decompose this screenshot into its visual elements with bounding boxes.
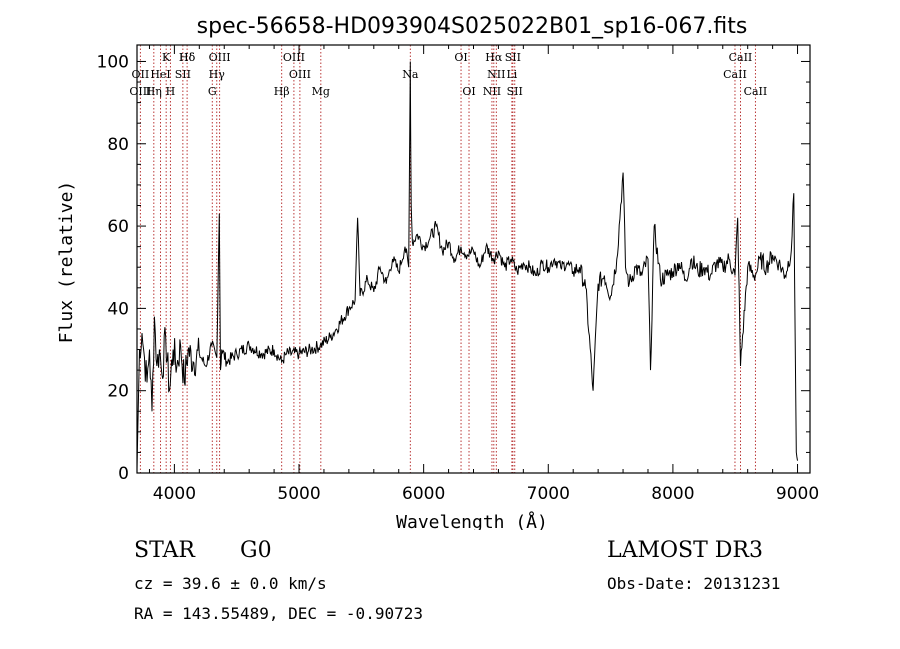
- redshift-readout: cz = 39.6 ± 0.0 km/s: [134, 574, 327, 593]
- coordinates-readout: RA = 143.55489, DEC = -0.90723: [134, 604, 423, 623]
- line-label-13: OIII: [289, 68, 311, 81]
- y-tick-label: 20: [107, 382, 129, 402]
- line-label-3: OIII: [209, 51, 231, 64]
- observation-date: Obs-Date: 20131231: [607, 574, 781, 593]
- y-tick-label: 60: [107, 217, 129, 237]
- line-label-8: CaII: [729, 51, 753, 64]
- line-label-11: SII: [175, 68, 191, 81]
- x-tick-label: 8000: [651, 484, 694, 504]
- spectrum-line: [136, 61, 798, 469]
- line-label-12: Hγ: [209, 68, 226, 81]
- line-label-15: NII: [487, 68, 505, 81]
- y-tick-label: 0: [118, 464, 129, 484]
- line-label-18: OIII: [129, 85, 151, 98]
- line-label-27: CaII: [744, 85, 768, 98]
- x-tick-label: 6000: [402, 484, 445, 504]
- line-label-2: Hδ: [179, 51, 196, 64]
- x-tick-label: 5000: [277, 484, 320, 504]
- spectrum-chart: spec-56658-HD093904S025022B01_sp16-067.f…: [56, 14, 819, 530]
- line-label-19: Hη: [146, 85, 162, 98]
- chart-title: spec-56658-HD093904S025022B01_sp16-067.f…: [197, 14, 748, 39]
- line-label-26: SII: [507, 85, 523, 98]
- x-axis-label: Wavelength (Å): [396, 511, 548, 530]
- line-label-21: G: [208, 85, 217, 98]
- spectral-subclass: G0: [240, 538, 272, 563]
- line-label-9: OII: [132, 68, 150, 81]
- survey-name: LAMOST DR3: [607, 538, 763, 563]
- y-tick-label: 40: [107, 299, 129, 319]
- line-label-24: OI: [462, 85, 475, 98]
- object-type: STAR: [134, 538, 195, 563]
- line-label-22: Hβ: [274, 85, 290, 98]
- line-label-7: SII: [505, 51, 521, 64]
- line-label-23: Mg: [312, 85, 330, 98]
- line-label-6: Hα: [485, 51, 503, 64]
- line-label-4: OIII: [283, 51, 305, 64]
- x-axis-ticks: 4000 5000 6000 7000 8000 9000: [148, 45, 819, 504]
- x-tick-label: 7000: [527, 484, 570, 504]
- line-label-10: HeI: [150, 68, 170, 81]
- y-tick-label: 100: [97, 52, 129, 72]
- y-axis-label: Flux (relative): [56, 181, 77, 344]
- plot-frame: [136, 44, 811, 474]
- line-label-25: NII: [483, 85, 501, 98]
- line-label-1: K: [162, 51, 171, 64]
- y-tick-label: 80: [107, 135, 129, 155]
- line-label-0: Hδ: [179, 51, 196, 64]
- line-label-20: H: [166, 85, 176, 98]
- line-label-16: Li: [506, 68, 517, 81]
- x-tick-label: 4000: [153, 484, 196, 504]
- line-label-5: OI: [454, 51, 467, 64]
- x-tick-label: 9000: [776, 484, 819, 504]
- emission-line-markers: [139, 45, 756, 473]
- line-label-17: CaII: [723, 68, 747, 81]
- y-axis-ticks: 0 20 40 60 80 100: [97, 52, 810, 484]
